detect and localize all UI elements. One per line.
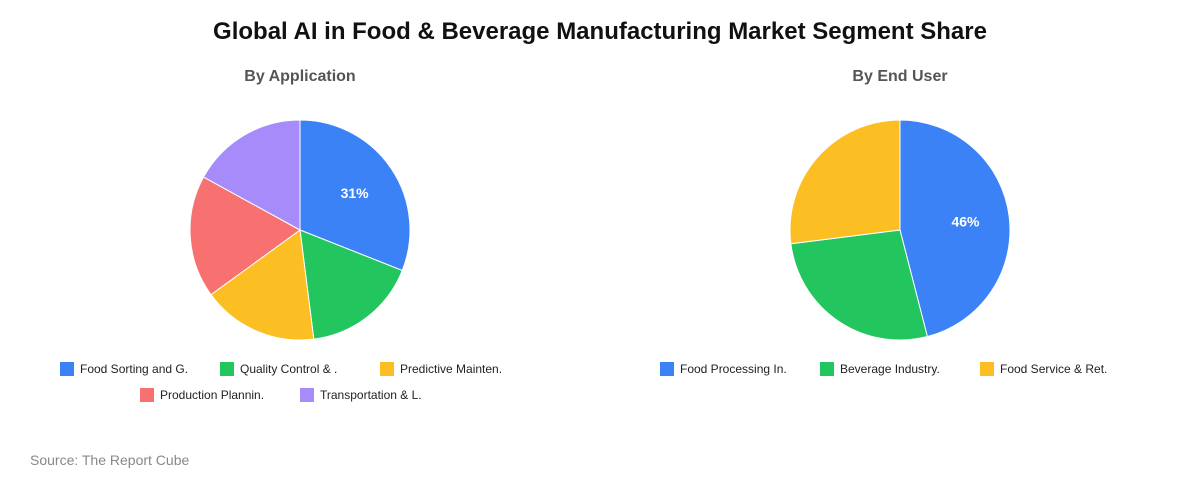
pie-slice-0-3	[189, 176, 301, 296]
legend-item-0-1: Quality Control & .	[220, 362, 337, 376]
legend-item-0-3: Production Plannin.	[140, 388, 264, 402]
slice-data-label-0-0: 31%	[341, 185, 370, 201]
source-note: Source: The Report Cube	[30, 452, 190, 468]
legend-item-0-0: Food Sorting and G.	[60, 362, 188, 376]
legend-label: Predictive Mainten.	[400, 362, 503, 376]
chart-title-application: By Application	[244, 68, 356, 85]
pie-slice-0-2	[210, 229, 315, 341]
legend-swatch	[820, 362, 834, 376]
pie-slice-0-0	[299, 119, 411, 272]
pie-slice-1-1	[790, 229, 928, 341]
slice-data-label-1-0: 46%	[951, 214, 980, 230]
page-title: Global AI in Food & Beverage Manufacturi…	[213, 18, 987, 45]
legend-item-1-1: Beverage Industry.	[820, 362, 940, 376]
legend-swatch	[980, 362, 994, 376]
legend-label: Food Processing In.	[680, 362, 787, 376]
legend-label: Quality Control & .	[240, 362, 338, 376]
pie-slice-0-4	[202, 119, 301, 231]
legend-label: Transportation & L.	[320, 388, 422, 402]
legend-item-1-2: Food Service & Ret.	[980, 362, 1107, 376]
legend-label: Food Service & Ret.	[1000, 362, 1108, 376]
legend-swatch	[660, 362, 674, 376]
legend-item-0-2: Predictive Mainten.	[380, 362, 502, 376]
legend-swatch	[380, 362, 394, 376]
chart-title-end-user: By End User	[852, 68, 948, 85]
legend-label: Beverage Industry.	[840, 362, 940, 376]
legend-label: Food Sorting and G.	[80, 362, 189, 376]
legend-swatch	[60, 362, 74, 376]
legend-item-1-0: Food Processing In.	[660, 362, 787, 376]
pie-slice-1-2	[789, 119, 901, 245]
legend-swatch	[140, 388, 154, 402]
legend-swatch	[300, 388, 314, 402]
legend-item-0-4: Transportation & L.	[300, 388, 422, 402]
legend-label: Production Plannin.	[160, 388, 265, 402]
pie-slice-1-0	[899, 119, 1011, 338]
pie-slice-0-1	[299, 229, 403, 340]
legend-swatch	[220, 362, 234, 376]
